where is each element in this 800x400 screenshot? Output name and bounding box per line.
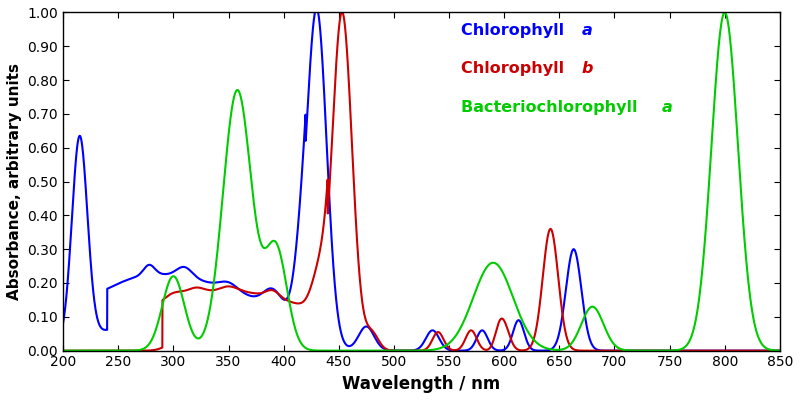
Y-axis label: Absorbance, arbitrary units: Absorbance, arbitrary units <box>7 63 22 300</box>
Text: b: b <box>582 62 593 76</box>
Text: Chlorophyll: Chlorophyll <box>461 62 570 76</box>
Text: a: a <box>582 22 593 38</box>
X-axis label: Wavelength / nm: Wavelength / nm <box>342 375 501 393</box>
Text: Chlorophyll: Chlorophyll <box>461 22 570 38</box>
Text: a: a <box>662 100 673 115</box>
Text: Bacteriochlorophyll: Bacteriochlorophyll <box>461 100 643 115</box>
